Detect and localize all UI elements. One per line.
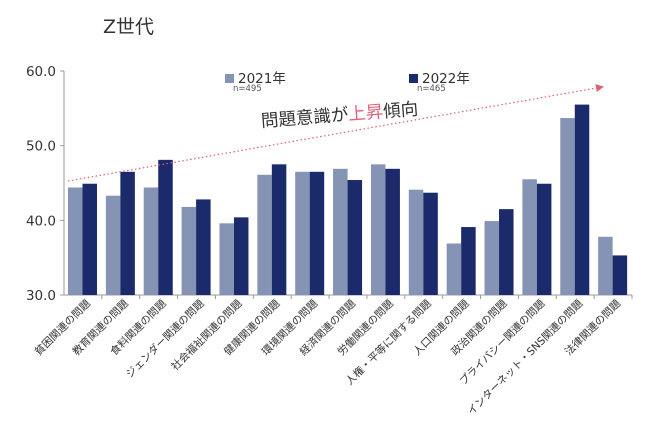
y-tick-label: 30.0 <box>26 288 56 304</box>
bar-2022-11 <box>499 209 514 295</box>
bar-2021-5 <box>257 174 272 295</box>
legend-label-2022: 2022年 <box>422 71 470 87</box>
bar-2022-1 <box>120 171 135 295</box>
y-tick-label: 40.0 <box>26 213 56 229</box>
bar-2022-3 <box>196 199 211 295</box>
bar-2021-11 <box>484 221 500 295</box>
trend-text-part2: 傾向 <box>382 99 419 123</box>
bar-2022-0 <box>82 183 97 295</box>
bar-2021-7 <box>333 168 348 295</box>
bar-2021-1 <box>105 195 121 295</box>
page-title: Z世代 <box>103 16 155 38</box>
bar-2022-4 <box>233 217 249 295</box>
legend-label-2021: 2021年 <box>238 71 286 87</box>
trend-text-highlight: 上昇 <box>347 102 385 126</box>
bar-2022-10 <box>461 227 476 295</box>
x-tick-label: 社会福祉関連の問題 <box>169 297 245 373</box>
bar-2021-8 <box>370 164 386 295</box>
bar-2022-9 <box>423 192 438 295</box>
bar-2021-3 <box>181 206 197 295</box>
trend-arrow <box>67 84 604 182</box>
bar-2022-5 <box>271 164 287 295</box>
bar-2021-13 <box>560 118 575 295</box>
bar-layer <box>68 104 628 295</box>
bar-2022-6 <box>309 171 325 295</box>
bar-2021-4 <box>219 223 234 295</box>
bar-2021-9 <box>408 189 424 295</box>
bar-2022-2 <box>158 159 173 295</box>
bar-2022-13 <box>574 104 590 295</box>
bar-2021-0 <box>68 187 83 295</box>
bar-2021-6 <box>295 171 310 295</box>
bar-2022-8 <box>385 168 400 295</box>
bar-2022-12 <box>536 183 552 295</box>
bar-2021-14 <box>598 236 613 295</box>
legend-swatch-2022 <box>409 74 418 83</box>
bar-2021-12 <box>522 179 537 295</box>
y-tick-label: 60.0 <box>26 64 56 80</box>
legend-n-2021: n=495 <box>233 84 262 94</box>
bar-2022-14 <box>612 255 628 295</box>
bar-2022-7 <box>347 180 363 295</box>
category-labels: 貧困関連の問題教育関連の問題食料関連の問題ジェンダー関連の問題社会福祉関連の問題… <box>32 297 624 418</box>
bar-2021-10 <box>446 243 462 295</box>
y-tick-label: 50.0 <box>26 139 56 155</box>
bar-2021-2 <box>143 187 159 295</box>
legend-swatch-2021 <box>225 74 234 83</box>
legend-n-2022: n=465 <box>417 84 446 94</box>
